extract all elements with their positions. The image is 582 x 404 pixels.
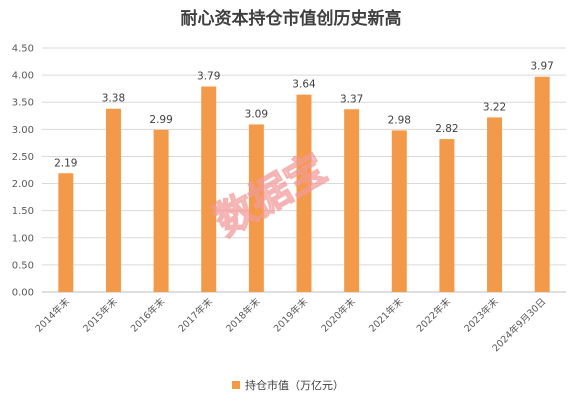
data-labels: 2.19 3.38 2.99 3.79 3.09 3.64 3.37 2.98 2.82 3.22…: [54, 61, 554, 170]
bar: [58, 173, 74, 292]
y-tick-label: 0.00: [12, 288, 34, 299]
bar: [487, 117, 503, 292]
x-axis: 2014年末 2015年末 2016年末 2017年末 2018年末 2019年末 2020…: [33, 295, 548, 354]
data-label: 2.82: [435, 123, 458, 135]
data-label: 3.38: [102, 93, 125, 105]
bar: [439, 139, 455, 292]
y-tick-label: 2.00: [12, 179, 34, 190]
y-tick-label: 4.00: [12, 71, 34, 82]
x-tick-label: 2018年末: [223, 295, 262, 334]
bar-series: [58, 76, 550, 293]
bar: [296, 94, 312, 293]
y-tick-label: 4.50: [12, 44, 34, 55]
y-tick-label: 3.00: [12, 125, 34, 136]
y-tick-label: 0.50: [12, 260, 34, 271]
data-label: 2.19: [54, 157, 77, 169]
bar: [201, 86, 217, 293]
watermark-stamp: 数据宝: [207, 145, 334, 245]
data-label: 3.22: [483, 101, 506, 113]
x-tick-label: 2017年末: [176, 295, 215, 334]
x-tick-label: 2019年末: [271, 295, 310, 334]
data-label: 3.79: [197, 70, 220, 82]
data-label: 3.97: [530, 61, 553, 73]
data-label: 3.37: [340, 93, 363, 105]
legend-label: 持仓市值（万亿元）: [245, 378, 344, 392]
bar: [534, 76, 550, 292]
y-axis: 0.00 0.50 1.00 1.50 2.00 2.50 3.00 3.50 4.00 4.50: [12, 44, 34, 299]
x-tick-label: 2014年末: [33, 295, 72, 334]
y-tick-label: 3.50: [12, 98, 34, 109]
bar: [248, 124, 264, 292]
x-tick-label: 2023年末: [462, 295, 501, 334]
legend-swatch: [232, 381, 240, 389]
y-tick-label: 1.50: [12, 206, 34, 217]
y-tick-label: 2.50: [12, 152, 34, 163]
data-label: 2.99: [149, 114, 172, 126]
data-label: 3.09: [245, 108, 268, 120]
bar: [391, 130, 407, 292]
bar: [105, 108, 121, 293]
bar: [153, 129, 169, 292]
x-tick-label: 2015年末: [81, 295, 120, 334]
x-tick-label: 2020年末: [319, 295, 358, 334]
bar: [344, 109, 360, 292]
chart-title: 耐心资本持仓市值创历史新高: [181, 8, 402, 29]
data-label: 3.64: [292, 79, 316, 91]
x-tick-label: 2016年末: [128, 295, 167, 334]
legend: 持仓市值（万亿元）: [232, 378, 344, 392]
x-tick-label: 2022年末: [414, 295, 453, 334]
x-tick-label: 2021年末: [366, 295, 405, 334]
y-tick-label: 1.00: [12, 233, 34, 244]
data-label: 2.98: [388, 114, 411, 126]
